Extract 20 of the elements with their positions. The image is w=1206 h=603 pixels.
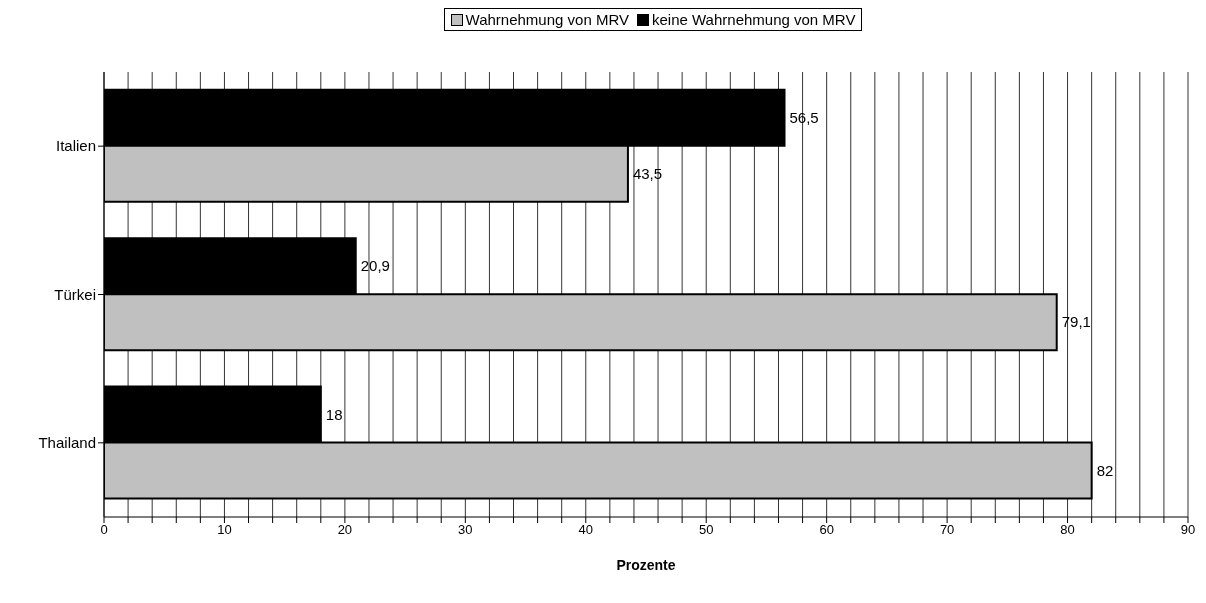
legend-label: keine Wahrnehmung von MRV <box>651 11 856 28</box>
x-tick-label: 40 <box>578 522 594 538</box>
x-tick-label: 80 <box>1060 522 1075 538</box>
x-tick-label: 30 <box>458 522 473 538</box>
data-label: 82 <box>1096 461 1114 479</box>
y-tick-label: Italien <box>55 137 96 155</box>
legend-label: Wahrnehmung von MRV <box>464 11 629 28</box>
x-tick-label: 90 <box>1180 522 1196 538</box>
data-label: 43,5 <box>632 165 663 183</box>
data-label: 18 <box>325 405 343 423</box>
y-tick-label: Thailand <box>38 434 96 452</box>
y-tick-label: Türkei <box>54 285 96 303</box>
data-label: 20,9 <box>360 257 390 275</box>
x-tick-label: 0 <box>100 522 108 538</box>
x-tick-label: 20 <box>337 522 353 538</box>
x-tick-label: 70 <box>939 522 955 538</box>
x-tick-label: 50 <box>698 522 714 538</box>
x-tick-label: 10 <box>217 522 232 538</box>
x-axis-title: Prozente <box>616 557 676 573</box>
x-tick-label: 60 <box>819 522 834 538</box>
